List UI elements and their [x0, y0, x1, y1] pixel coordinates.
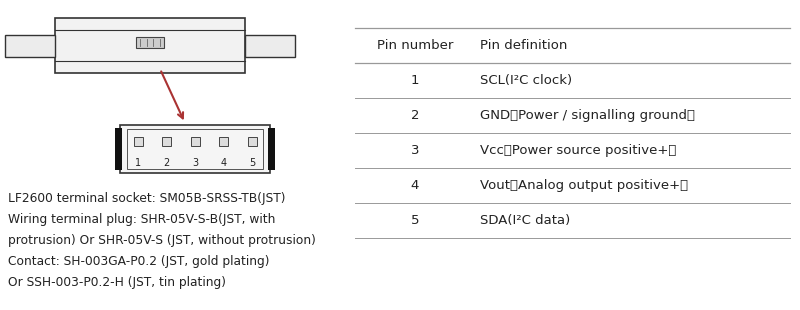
Bar: [120, 125, 270, 173]
Bar: [162, 137, 171, 146]
Text: protrusion) Or SHR-05V-S (JST, without protrusion): protrusion) Or SHR-05V-S (JST, without p…: [8, 234, 316, 247]
Text: Pin definition: Pin definition: [480, 39, 567, 52]
Bar: [5, 34, 55, 56]
FancyBboxPatch shape: [136, 37, 164, 48]
Text: 3: 3: [410, 144, 419, 157]
Text: 2: 2: [163, 158, 170, 168]
Bar: [55, 18, 245, 73]
Bar: [268, 128, 275, 170]
Text: SCL(I²C clock): SCL(I²C clock): [480, 74, 572, 87]
Text: 5: 5: [410, 214, 419, 227]
Text: 5: 5: [249, 158, 255, 168]
Bar: [127, 129, 263, 169]
Text: 4: 4: [411, 179, 419, 192]
Bar: [219, 137, 228, 146]
Text: 2: 2: [410, 109, 419, 122]
Text: Contact: SH-003GA-P0.2 (JST, gold plating): Contact: SH-003GA-P0.2 (JST, gold platin…: [8, 255, 270, 268]
Bar: [115, 128, 122, 170]
Text: 3: 3: [192, 158, 198, 168]
FancyArrowPatch shape: [161, 71, 183, 118]
Text: LF2600 terminal socket: SM05B-SRSS-TB(JST): LF2600 terminal socket: SM05B-SRSS-TB(JS…: [8, 192, 286, 205]
Bar: [245, 34, 295, 56]
Text: GND（Power / signalling ground）: GND（Power / signalling ground）: [480, 109, 695, 122]
Bar: [190, 137, 199, 146]
Text: Wiring terminal plug: SHR-05V-S-B(JST, with: Wiring terminal plug: SHR-05V-S-B(JST, w…: [8, 213, 275, 226]
Bar: [247, 137, 257, 146]
Text: Vout（Analog output positive+）: Vout（Analog output positive+）: [480, 179, 688, 192]
Text: Or SSH-003-P0.2-H (JST, tin plating): Or SSH-003-P0.2-H (JST, tin plating): [8, 276, 226, 289]
Text: Vcc（Power source positive+）: Vcc（Power source positive+）: [480, 144, 676, 157]
Text: SDA(I²C data): SDA(I²C data): [480, 214, 570, 227]
Text: 4: 4: [221, 158, 226, 168]
Text: Pin number: Pin number: [377, 39, 453, 52]
Bar: [134, 137, 142, 146]
Text: 1: 1: [135, 158, 141, 168]
Text: 1: 1: [410, 74, 419, 87]
